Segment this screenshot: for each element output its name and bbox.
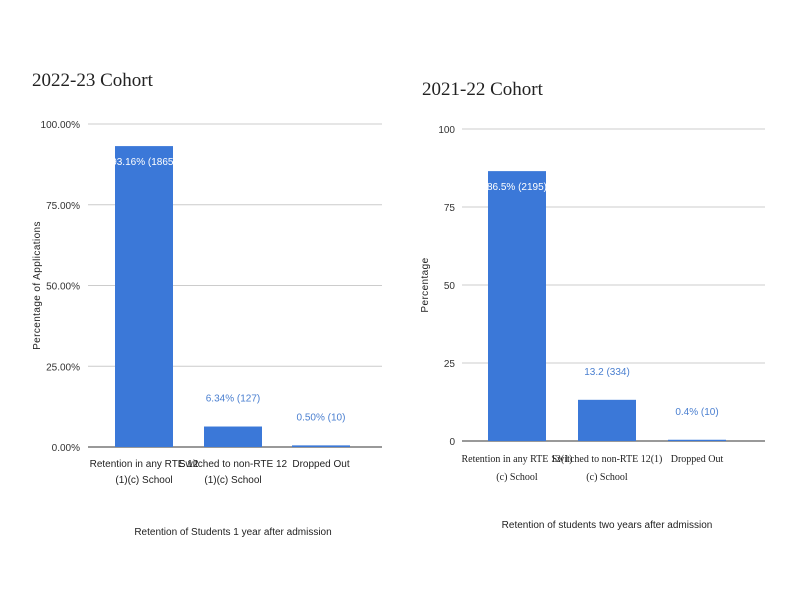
data-label-b-1: 13.2 (334) <box>584 367 630 378</box>
category-label-a-0-0: Retention in any RTE 12 <box>90 459 199 470</box>
data-label-a-0: 93.16% (1865) <box>111 157 177 168</box>
bar-b-0 <box>488 171 546 441</box>
y-tick-label-b-100: 100 <box>438 125 455 136</box>
bar-a-2 <box>292 445 350 447</box>
category-label-b-1-0: Switched to non-RTE 12(1) <box>552 454 663 465</box>
chart-title-2021-22: 2021-22 Cohort <box>422 79 543 100</box>
y-tick-label-b-0: 0 <box>449 437 455 448</box>
y-tick-label-a-75: 75.00% <box>46 201 80 212</box>
y-tick-label-a-50: 50.00% <box>46 282 80 293</box>
category-label-a-1-0: Switched to non-RTE 12 <box>179 459 288 470</box>
chart-title-2022-23: 2022-23 Cohort <box>32 70 153 91</box>
bar-b-2 <box>668 439 726 441</box>
data-label-a-2: 0.50% (10) <box>297 412 346 423</box>
x-axis-title-a: Retention of Students 1 year after admis… <box>134 527 331 538</box>
bar-a-1 <box>204 426 262 447</box>
category-label-a-1-1: (1)(c) School <box>204 475 261 486</box>
y-axis-title-b: Percentage <box>420 257 431 312</box>
x-axis-title-b: Retention of students two years after ad… <box>502 520 713 531</box>
category-label-a-0-1: (1)(c) School <box>115 475 172 486</box>
y-tick-label-a-25: 25.00% <box>46 362 80 373</box>
bar-b-1 <box>578 399 636 441</box>
category-label-a-2-0: Dropped Out <box>292 459 349 470</box>
y-tick-label-b-50: 50 <box>444 281 456 292</box>
category-label-b-1-1: (c) School <box>586 472 628 483</box>
bar-a-0 <box>115 146 173 447</box>
y-tick-label-a-100: 100.00% <box>41 120 81 131</box>
data-label-b-0: 86.5% (2195) <box>487 182 547 193</box>
y-tick-label-b-75: 75 <box>444 203 456 214</box>
y-tick-label-a-0: 0.00% <box>52 443 80 454</box>
data-label-a-1: 6.34% (127) <box>206 394 260 405</box>
category-label-b-0-1: (c) School <box>496 472 538 483</box>
y-tick-label-b-25: 25 <box>444 359 456 370</box>
data-label-b-2: 0.4% (10) <box>675 407 718 418</box>
category-label-b-0-0: Retention in any RTE 12(1) <box>461 454 572 465</box>
category-label-b-2-0: Dropped Out <box>671 454 724 465</box>
y-axis-title-a: Percentage of Applications <box>32 221 43 350</box>
